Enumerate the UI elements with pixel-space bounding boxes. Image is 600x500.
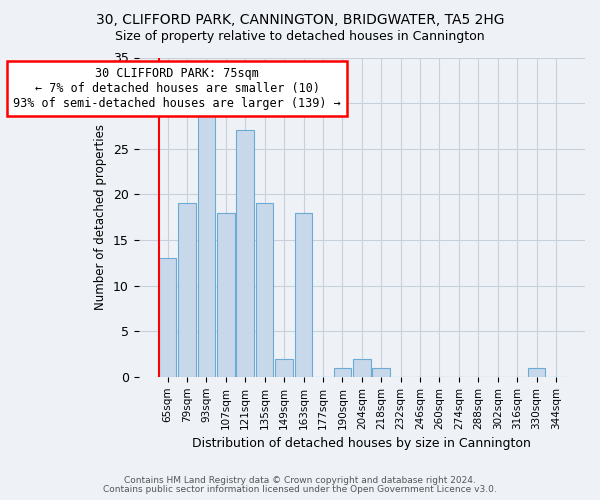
Text: 30, CLIFFORD PARK, CANNINGTON, BRIDGWATER, TA5 2HG: 30, CLIFFORD PARK, CANNINGTON, BRIDGWATE… [96,12,504,26]
Bar [159,258,176,377]
Text: 30 CLIFFORD PARK: 75sqm
← 7% of detached houses are smaller (10)
93% of semi-det: 30 CLIFFORD PARK: 75sqm ← 7% of detached… [13,66,341,110]
Text: Contains HM Land Registry data © Crown copyright and database right 2024.: Contains HM Land Registry data © Crown c… [124,476,476,485]
Bar [256,204,274,377]
Bar [236,130,254,377]
Y-axis label: Number of detached properties: Number of detached properties [94,124,107,310]
Bar [528,368,545,377]
Bar [334,368,351,377]
Bar [373,368,390,377]
Bar [295,212,312,377]
Bar [275,358,293,377]
Text: Contains public sector information licensed under the Open Government Licence v3: Contains public sector information licen… [103,484,497,494]
Bar [178,204,196,377]
Bar [197,112,215,377]
Bar [217,212,235,377]
Text: Size of property relative to detached houses in Cannington: Size of property relative to detached ho… [115,30,485,43]
Bar [353,358,371,377]
X-axis label: Distribution of detached houses by size in Cannington: Distribution of detached houses by size … [193,437,531,450]
